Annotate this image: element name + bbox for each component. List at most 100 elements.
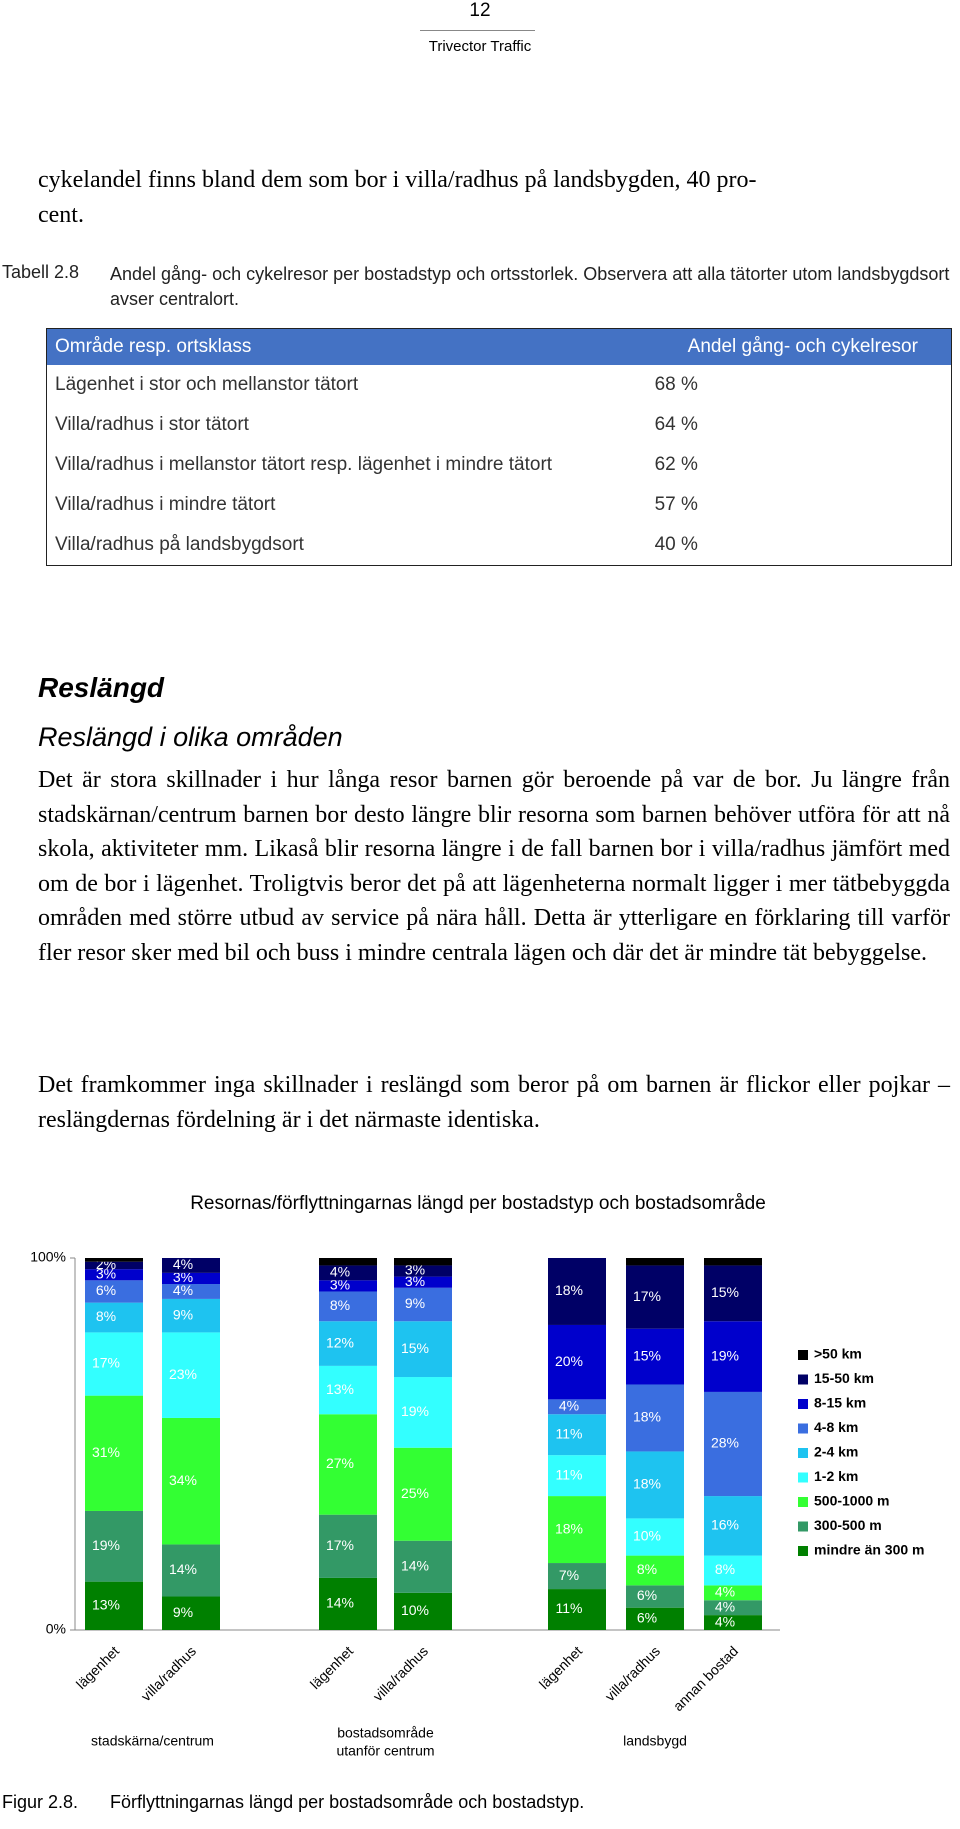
data-label: 18% [555, 1282, 583, 1298]
data-label: 6% [96, 1282, 116, 1298]
data-label: 17% [633, 1288, 661, 1304]
data-label: 9% [173, 1604, 193, 1620]
bar-segment [319, 1514, 377, 1578]
intro-line: cykelandel finns bland dem som bor i vil… [38, 167, 757, 193]
bar-segment [394, 1377, 452, 1448]
bar-segment [704, 1496, 762, 1556]
bar-segment [162, 1298, 220, 1333]
bar-segment [626, 1451, 684, 1519]
bar-segment [394, 1592, 452, 1630]
bar-segment [319, 1258, 377, 1266]
data-label: 4% [330, 1264, 350, 1280]
bar-segment [626, 1607, 684, 1630]
bar-segment [85, 1302, 143, 1333]
legend-label: 1-2 km [814, 1468, 858, 1484]
data-label: 11% [556, 1425, 583, 1441]
bar-segment [162, 1417, 220, 1545]
legend-swatch [798, 1423, 808, 1434]
bar-segment [704, 1615, 762, 1630]
bar-segment [394, 1276, 452, 1288]
data-label: 10% [401, 1602, 429, 1618]
bar-segment [548, 1563, 606, 1590]
bar-segment [85, 1258, 143, 1262]
figure-caption-text: Förflyttningarnas längd per bostadsområd… [110, 1792, 585, 1812]
bar-segment [162, 1272, 220, 1285]
data-label: 3% [173, 1269, 193, 1285]
data-label: 6% [637, 1610, 657, 1626]
bar-segment [162, 1284, 220, 1299]
bar-segment [626, 1328, 684, 1385]
data-label: 14% [401, 1557, 429, 1573]
paragraph: Det är stora skillnader i hur långa reso… [38, 767, 950, 966]
data-label: 34% [169, 1472, 197, 1488]
bar-segment [319, 1291, 377, 1322]
x-tick-label: villa/radhus [138, 1643, 199, 1704]
data-label: 13% [92, 1597, 120, 1613]
value-cell: 57 % [654, 494, 698, 515]
data-label: 17% [326, 1537, 354, 1553]
bar-segment [626, 1384, 684, 1452]
bar-segment [394, 1258, 452, 1266]
legend-swatch [798, 1374, 808, 1385]
data-label: 15% [401, 1340, 429, 1356]
header-cell: Område resp. ortsklass [46, 328, 655, 365]
y-tick-label: 100% [30, 1249, 66, 1265]
data-label: 18% [555, 1520, 583, 1536]
label-cell: Villa/radhus i mellanstor tätort resp. l… [55, 454, 553, 475]
legend-swatch [798, 1399, 808, 1409]
group-label: landsbygd [623, 1733, 687, 1749]
chart: Resornas/förflyttningarnas längd per bos… [30, 1193, 924, 1759]
data-label: 8% [637, 1561, 657, 1577]
data-label: 18% [633, 1476, 661, 1492]
bar-segment [394, 1540, 452, 1593]
bar-segment [85, 1395, 143, 1511]
section-heading: Reslängd [38, 672, 165, 703]
bar-segment [548, 1414, 606, 1456]
bar-segment [704, 1258, 762, 1266]
data-label: 8% [330, 1297, 350, 1313]
table-row: Lägenhet i stor och mellanstor tätort 68 … [47, 365, 952, 405]
legend-swatch [798, 1546, 808, 1556]
bar-segment [704, 1391, 762, 1497]
data-label: 8% [715, 1561, 735, 1577]
bar-segment [548, 1589, 606, 1630]
group-label: stadskärna/centrum [91, 1733, 214, 1749]
data-label: 6% [637, 1587, 657, 1603]
data-label: 18% [633, 1409, 661, 1425]
table-row: Villa/radhus i mindre tätort 57 % [47, 485, 952, 525]
bar-segment [85, 1510, 143, 1582]
data-label: 28% [711, 1435, 739, 1451]
subsection-heading: Reslängd i olika områden [38, 722, 343, 752]
data-label: 16% [711, 1517, 739, 1533]
bar-segment [548, 1496, 606, 1564]
legend-label: >50 km [814, 1346, 862, 1362]
bar-segment [162, 1332, 220, 1418]
bar-segment [319, 1365, 377, 1415]
value-cell: 40 % [654, 534, 698, 555]
data-label: 10% [633, 1528, 661, 1544]
chart-title: Resornas/förflyttningarnas längd per bos… [190, 1193, 766, 1214]
data-label: 9% [405, 1295, 425, 1311]
y-tick-label: 0% [46, 1621, 66, 1637]
bar-segment [704, 1321, 762, 1392]
data-label: 4% [715, 1584, 735, 1600]
bar-segment [162, 1258, 220, 1273]
bar-segment [548, 1258, 606, 1325]
data-label: 4% [173, 1282, 193, 1298]
legend-label: 4-8 km [814, 1419, 858, 1435]
table: Område resp. ortsklass Andel gång- och c… [46, 328, 952, 566]
intro: cykelandel finns bland dem som bor i vil… [38, 163, 950, 232]
value-cell: 68 % [654, 374, 698, 395]
data-label: 7% [559, 1567, 579, 1583]
data-label: 4% [715, 1613, 735, 1629]
data-label: 12% [326, 1334, 354, 1350]
bar-segment [626, 1265, 684, 1329]
data-label: 17% [92, 1355, 120, 1371]
legend-label: 300-500 m [814, 1517, 882, 1533]
header-rule [420, 30, 535, 31]
bar-segment [626, 1258, 684, 1266]
bar-segment [319, 1265, 377, 1281]
x-tick-label: annan bostad [670, 1643, 741, 1714]
bar-segment [626, 1518, 684, 1556]
x-tick-label: villa/radhus [370, 1643, 431, 1704]
